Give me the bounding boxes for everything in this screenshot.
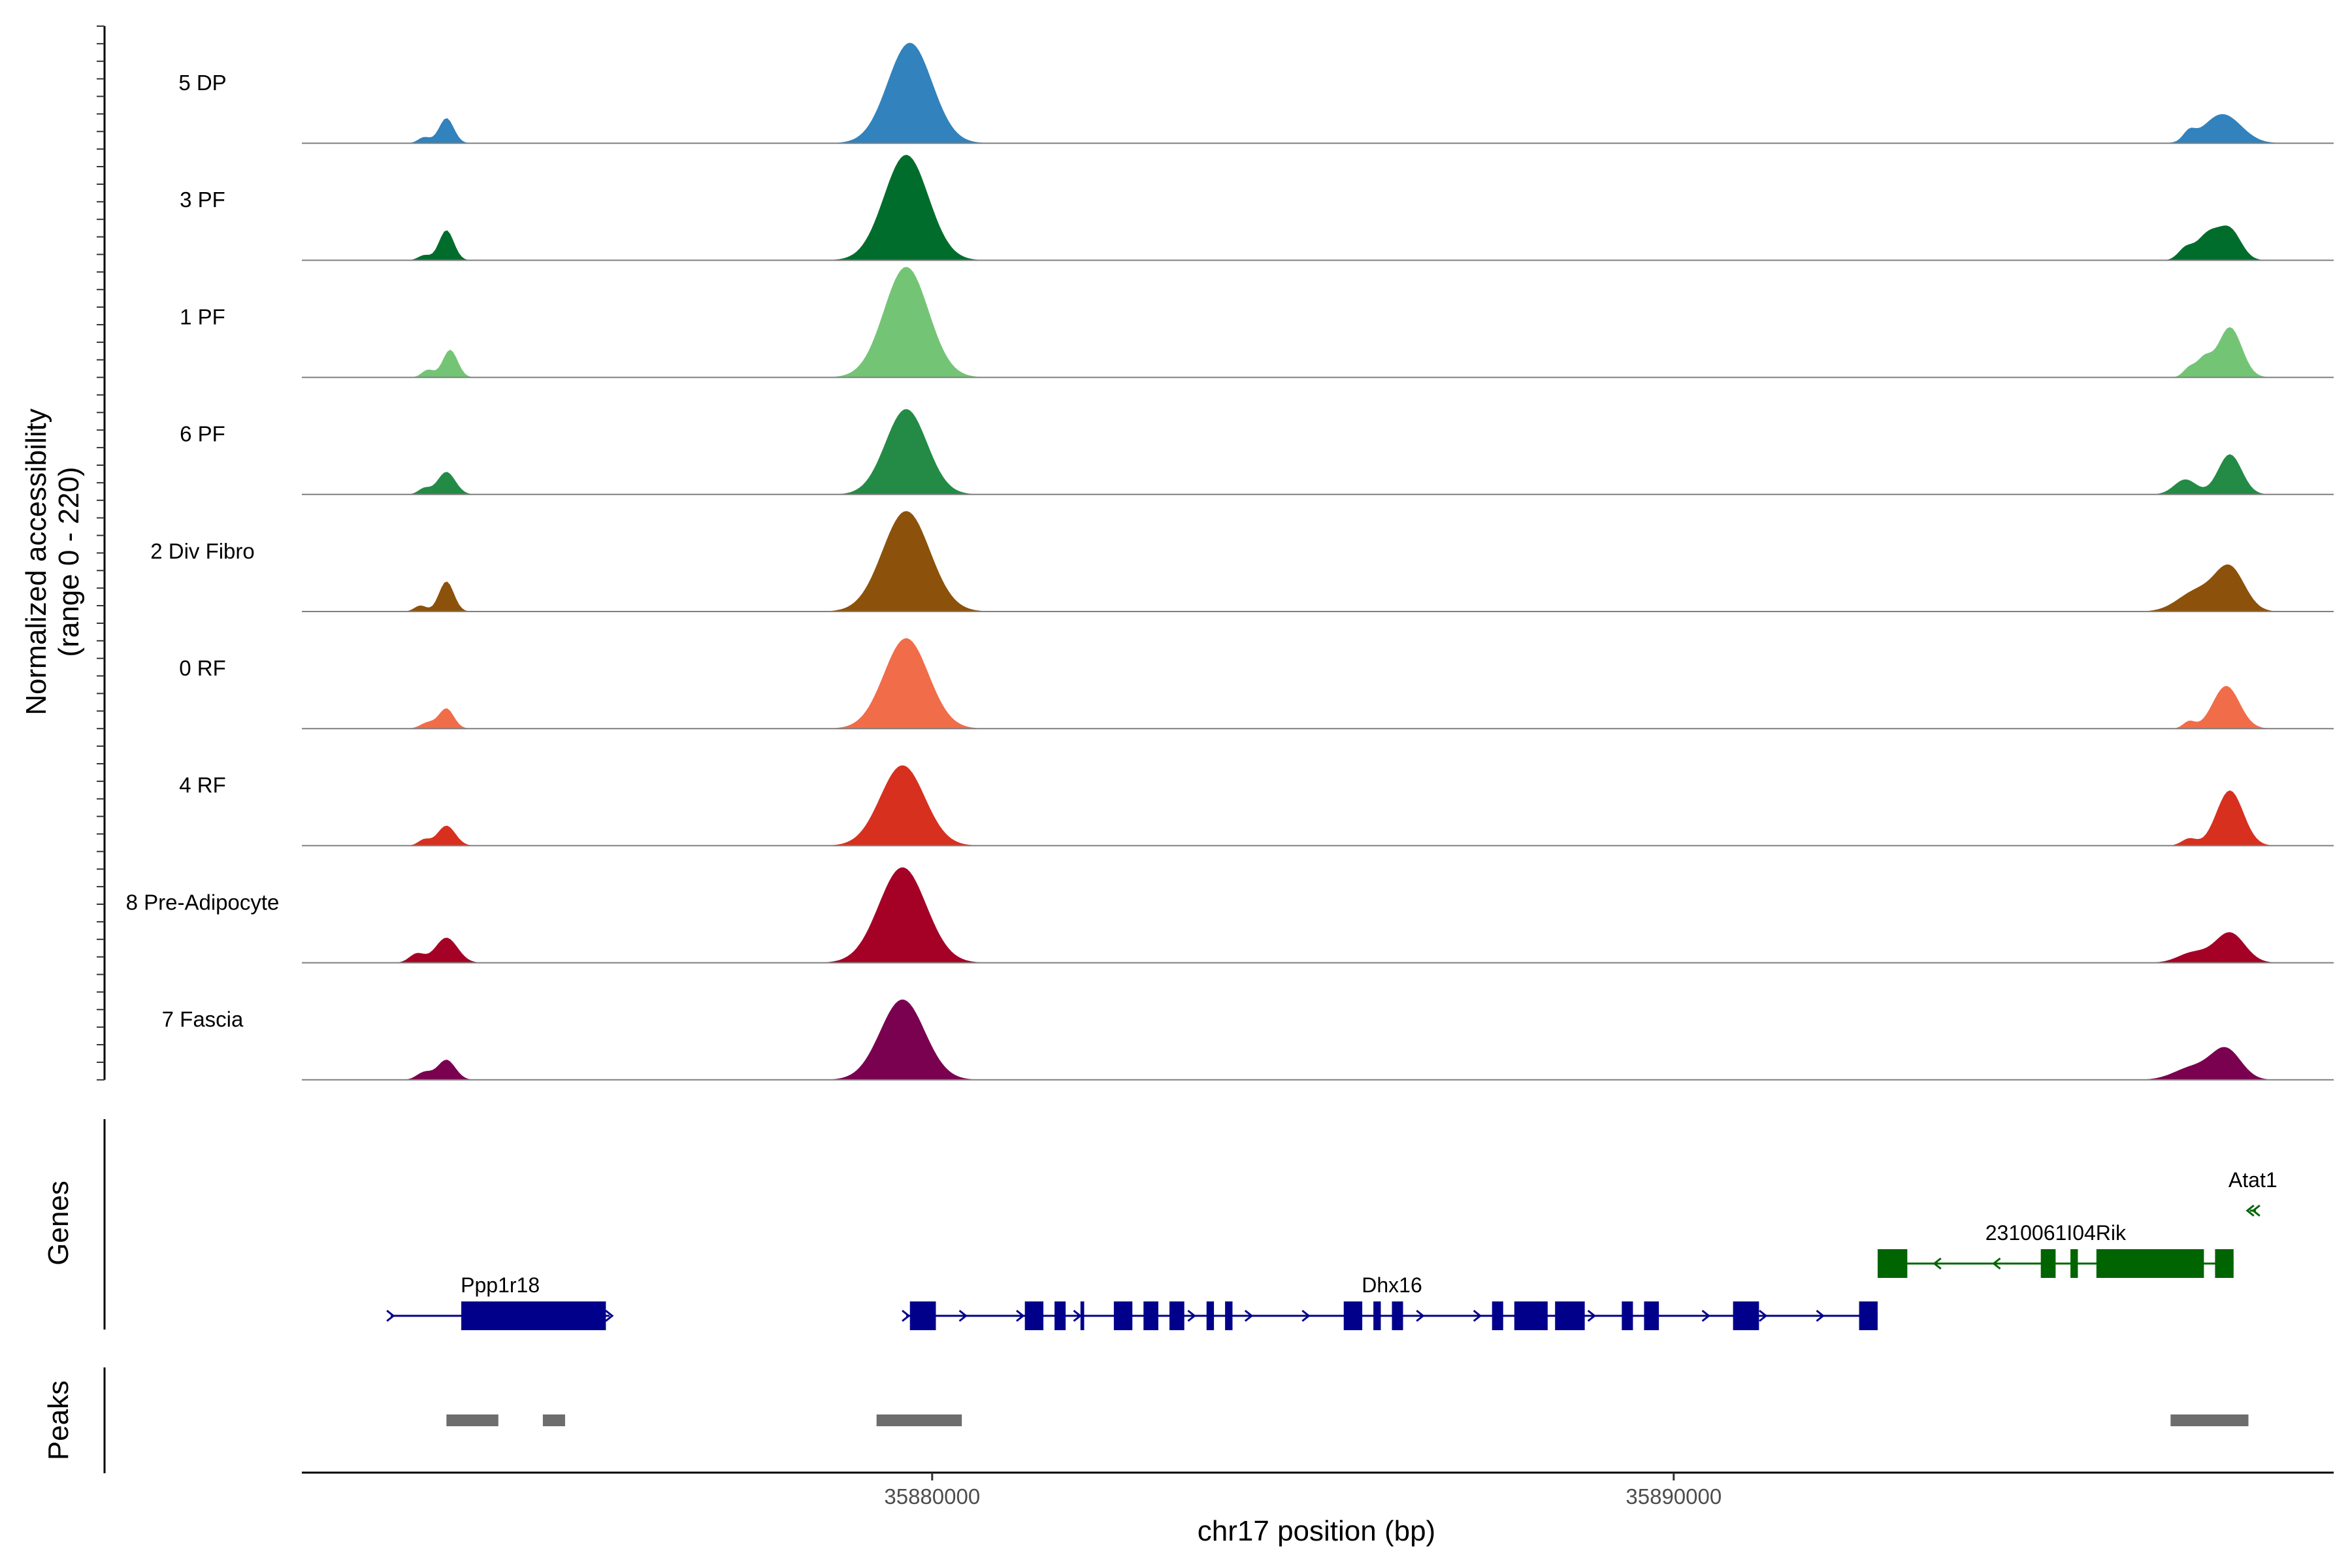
called-peaks bbox=[446, 1414, 2249, 1426]
y-axis-range: (range 0 - 220) bbox=[53, 466, 85, 657]
exon bbox=[1733, 1301, 1759, 1330]
track-1: 5 DP bbox=[178, 42, 2334, 144]
track-label: 6 PF bbox=[180, 422, 225, 446]
track-label: 0 RF bbox=[179, 656, 226, 680]
track-4: 6 PF bbox=[180, 409, 2334, 495]
exon bbox=[1514, 1301, 1548, 1330]
coverage-area bbox=[302, 155, 2334, 261]
coverage-y-axis bbox=[97, 25, 106, 1081]
exon bbox=[1054, 1301, 1066, 1330]
track-3: 1 PF bbox=[180, 267, 2334, 378]
strand-arrow bbox=[2251, 1204, 2261, 1217]
exon bbox=[1392, 1301, 1403, 1330]
exon bbox=[1373, 1301, 1381, 1330]
coverage-area bbox=[302, 765, 2334, 846]
exon bbox=[1113, 1301, 1133, 1330]
called-peak bbox=[876, 1414, 962, 1426]
y-axis-title: Normalized accessibility bbox=[20, 408, 52, 715]
coverage-area bbox=[302, 1000, 2334, 1080]
gene-label: Atat1 bbox=[2229, 1168, 2278, 1192]
track-label: 5 DP bbox=[178, 71, 226, 95]
exon bbox=[2215, 1249, 2234, 1278]
strand-arrow bbox=[1416, 1309, 1425, 1322]
strand-arrow bbox=[1473, 1309, 1482, 1322]
strand-arrow bbox=[902, 1309, 911, 1322]
strand-arrow bbox=[2246, 1204, 2255, 1217]
exon bbox=[1024, 1301, 1044, 1330]
strand-arrow bbox=[605, 1309, 614, 1322]
strand-arrow bbox=[1701, 1309, 1710, 1322]
track-label: 1 PF bbox=[180, 304, 225, 329]
called-peak bbox=[2170, 1414, 2249, 1426]
strand-arrow bbox=[1301, 1309, 1311, 1322]
track-2: 3 PF bbox=[180, 155, 2334, 261]
track-label: 4 RF bbox=[179, 773, 226, 797]
track-9: 7 Fascia bbox=[162, 1000, 2334, 1081]
exon bbox=[1622, 1301, 1633, 1330]
coverage-area bbox=[302, 638, 2334, 729]
exon bbox=[2096, 1249, 2204, 1278]
gene-dhx16: Dhx16 bbox=[902, 1273, 1878, 1330]
gene-label: Dhx16 bbox=[1362, 1273, 1422, 1297]
track-label: 3 PF bbox=[180, 188, 225, 212]
track-6: 0 RF bbox=[179, 638, 2334, 730]
strand-arrow bbox=[1992, 1257, 2001, 1270]
peaks-track: Peaks bbox=[42, 1367, 2249, 1473]
strand-arrow bbox=[1073, 1309, 1082, 1322]
called-peak bbox=[446, 1414, 498, 1426]
strand-arrow bbox=[1933, 1257, 1942, 1270]
x-tick-label: 35880000 bbox=[884, 1484, 980, 1509]
coverage-area bbox=[302, 42, 2334, 144]
strand-arrow bbox=[958, 1309, 968, 1322]
track-label: 7 Fascia bbox=[162, 1007, 244, 1032]
exon bbox=[2040, 1249, 2056, 1278]
track-7: 4 RF bbox=[179, 765, 2334, 847]
strand-arrow bbox=[1816, 1309, 1825, 1322]
exon bbox=[1143, 1301, 1158, 1330]
coverage-area bbox=[302, 267, 2334, 378]
x-axis-title: chr17 position (bp) bbox=[1198, 1515, 1435, 1547]
track-5: 2 Div Fibro bbox=[150, 511, 2334, 612]
x-axis-ticks: 35880000 35890000 bbox=[884, 1473, 1722, 1509]
coverage-area bbox=[302, 867, 2334, 963]
strand-arrow bbox=[1244, 1309, 1254, 1322]
strand-arrow bbox=[1016, 1309, 1025, 1322]
exon bbox=[1555, 1301, 1585, 1330]
exon bbox=[1080, 1301, 1085, 1330]
track-label: 8 Pre-Adipocyte bbox=[126, 890, 280, 914]
called-peak bbox=[542, 1414, 565, 1426]
track-8: 8 Pre-Adipocyte bbox=[126, 867, 2334, 964]
x-axis: 35880000 35890000 chr17 position (bp) bbox=[302, 1471, 2334, 1547]
peaks-track-title: Peaks bbox=[42, 1380, 74, 1460]
exon bbox=[1877, 1249, 1908, 1278]
coverage-tracks: 5 DP 3 PF 1 PF 6 PF 2 Div Fibro 0 RF 4 RF 8 Pre… bbox=[126, 42, 2334, 1081]
strand-arrow bbox=[1187, 1309, 1196, 1322]
strand-arrow bbox=[386, 1309, 395, 1322]
gene-label: Ppp1r18 bbox=[461, 1273, 540, 1297]
gene-atat1: Atat1 bbox=[2229, 1168, 2278, 1217]
exon bbox=[1492, 1301, 1503, 1330]
coverage-area bbox=[302, 511, 2334, 612]
gene-2310061i04rik: 2310061I04Rik bbox=[1877, 1221, 2234, 1278]
exon bbox=[1225, 1301, 1233, 1330]
exon bbox=[1859, 1301, 1878, 1330]
gene-ppp1r18: Ppp1r18 bbox=[386, 1273, 614, 1330]
coverage-area bbox=[302, 409, 2334, 495]
strand-arrow bbox=[1587, 1309, 1597, 1322]
strand-arrow bbox=[1759, 1309, 1768, 1322]
track-label: 2 Div Fibro bbox=[150, 539, 255, 563]
exon bbox=[2070, 1249, 2078, 1278]
exon bbox=[1206, 1301, 1215, 1330]
x-tick-label: 35890000 bbox=[1625, 1484, 1722, 1509]
genes-track: Genes Ppp1r18 Dhx16 2310061I04Rik Atat1 bbox=[42, 1119, 2278, 1330]
exon bbox=[461, 1301, 606, 1330]
genes-track-title: Genes bbox=[42, 1181, 74, 1266]
gene-label: 2310061I04Rik bbox=[1985, 1221, 2127, 1245]
exon bbox=[1644, 1301, 1659, 1330]
exon bbox=[1169, 1301, 1184, 1330]
exon bbox=[1343, 1301, 1363, 1330]
exon bbox=[909, 1301, 936, 1330]
gene-models: Ppp1r18 Dhx16 2310061I04Rik Atat1 bbox=[386, 1168, 2278, 1330]
